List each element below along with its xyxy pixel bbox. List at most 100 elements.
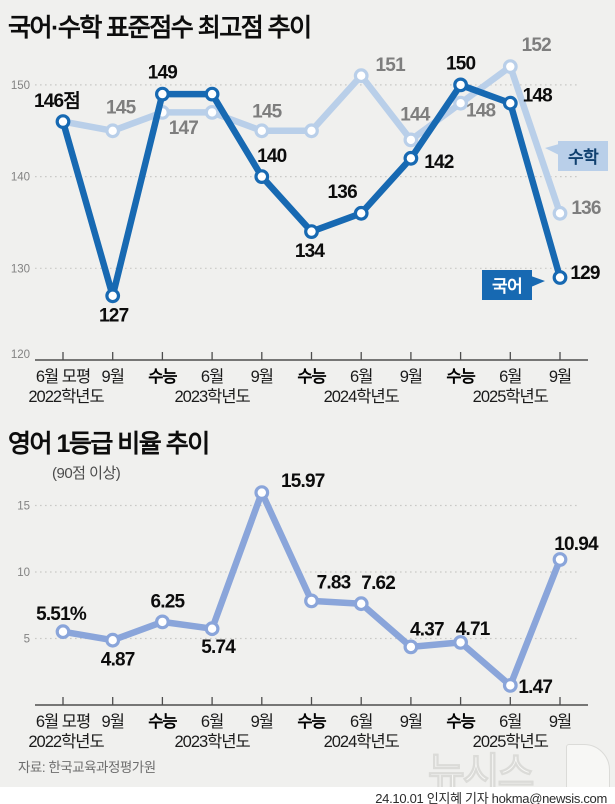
data-point-marker (502, 95, 518, 111)
series-line (59, 81, 564, 300)
y-axis-tick-label: 140 (11, 172, 30, 184)
bottom-chart-title: 영어 1등급 비율 추이 (8, 430, 210, 458)
x-tick-label: 6월 (350, 367, 372, 386)
x-tick-label: 9월 (549, 367, 571, 386)
year-label: 2024학년도 (324, 387, 400, 406)
point-value-label: 152 (522, 35, 552, 56)
x-tick-label: 수능 (446, 712, 475, 731)
data-point-marker (353, 596, 369, 612)
point-value-label: 129 (570, 263, 600, 284)
point-value-label: 136 (328, 182, 358, 203)
x-tick-label: 6월 (499, 712, 521, 731)
x-tick-label: 수능 (446, 367, 475, 386)
point-value-label: 5.74 (201, 637, 236, 658)
point-value-label: 148 (466, 101, 496, 122)
data-point-marker (204, 86, 220, 102)
point-value-label: 144 (400, 104, 431, 125)
year-label: 2023학년도 (174, 732, 250, 751)
bottom-chart-subtitle: (90점 이상) (52, 465, 121, 482)
point-value-label: 1.47 (518, 677, 552, 698)
x-tick-label: 수능 (297, 712, 326, 731)
series-line (59, 63, 564, 217)
data-point-marker (453, 95, 469, 111)
x-tick-label: 수능 (148, 367, 177, 386)
point-value-label: 149 (148, 63, 178, 84)
point-value-label: 145 (252, 101, 283, 122)
year-label: 2025학년도 (473, 387, 549, 406)
math-series-badge: 수학 (544, 141, 609, 171)
y-axis-tick-label: 5 (24, 634, 30, 646)
data-point-marker (403, 150, 419, 166)
data-point-marker (502, 678, 518, 693)
point-value-label: 145 (106, 97, 137, 118)
data-point-marker (105, 123, 121, 139)
data-point-marker (105, 288, 121, 304)
point-value-label: 4.37 (410, 619, 444, 640)
data-point-marker (204, 621, 220, 637)
data-point-marker (154, 104, 170, 120)
point-value-label: 142 (424, 152, 454, 173)
x-tick-label: 6월 (201, 712, 223, 731)
data-point-marker (453, 635, 469, 650)
x-tick-label: 9월 (400, 712, 422, 731)
korean-series-badge: 국어 (482, 270, 546, 300)
x-tick-label: 9월 (251, 367, 273, 386)
byline-text: 24.10.01 인지혜 기자 hokma@newsis.com (375, 791, 607, 804)
point-value-label: 7.83 (317, 572, 351, 593)
series-line (59, 489, 564, 689)
point-value-label: 7.62 (361, 573, 395, 594)
year-label: 2023학년도 (174, 387, 250, 406)
y-axis-tick-label: 120 (11, 349, 30, 361)
x-tick-label: 수능 (297, 367, 326, 386)
x-tick-label: 수능 (148, 712, 177, 731)
x-tick-label: 6월 (201, 367, 223, 386)
x-tick-label: 6월 모평 (36, 712, 90, 731)
x-tick-label: 9월 (102, 712, 124, 731)
top-chart-title: 국어·수학 표준점수 최고점 추이 (8, 14, 312, 42)
year-label: 2024학년도 (324, 732, 400, 751)
point-value-label: 5.51% (36, 604, 87, 625)
data-point-marker (304, 224, 319, 240)
y-axis-tick-label: 10 (17, 567, 30, 579)
math-series-label: 수학 (568, 148, 599, 167)
byline-strip: 24.10.01 인지혜 기자 hokma@newsis.com (0, 787, 615, 804)
data-point-marker (254, 485, 270, 501)
data-point-marker (154, 614, 170, 630)
data-point-marker (204, 104, 220, 120)
data-point-marker (105, 632, 121, 648)
data-point-marker (304, 593, 319, 609)
data-point-marker (254, 169, 270, 185)
newsis-logo-shape-icon (566, 744, 610, 790)
point-value-label: 147 (169, 118, 199, 139)
data-point-marker (154, 86, 170, 102)
y-axis-tick-label: 130 (11, 263, 30, 275)
data-point-marker (55, 624, 71, 640)
x-tick-label: 9월 (102, 367, 124, 386)
newsis-watermark: 뉴시스 (427, 740, 614, 796)
point-value-label: 151 (376, 55, 407, 76)
point-value-label: 6.25 (151, 591, 186, 612)
data-point-marker (254, 123, 270, 139)
y-axis-tick-label: 15 (17, 501, 30, 513)
data-point-marker (552, 205, 568, 221)
data-point-marker (55, 114, 71, 129)
data-point-marker (403, 639, 419, 655)
data-point-marker (403, 132, 419, 148)
data-point-marker (502, 59, 518, 74)
x-tick-label: 9월 (251, 712, 273, 731)
point-value-label: 15.97 (281, 471, 325, 492)
x-tick-label: 6월 (350, 712, 372, 731)
data-point-marker (353, 205, 369, 221)
data-point-marker (453, 77, 469, 93)
x-tick-label: 6월 (499, 367, 521, 386)
point-value-label: 127 (99, 305, 129, 326)
korean-series-label: 국어 (492, 277, 523, 296)
point-value-label: 150 (446, 53, 476, 74)
data-point-marker (552, 270, 568, 285)
data-point-marker (353, 68, 369, 84)
point-value-label: 148 (523, 86, 553, 107)
point-value-label: 4.71 (456, 619, 491, 640)
